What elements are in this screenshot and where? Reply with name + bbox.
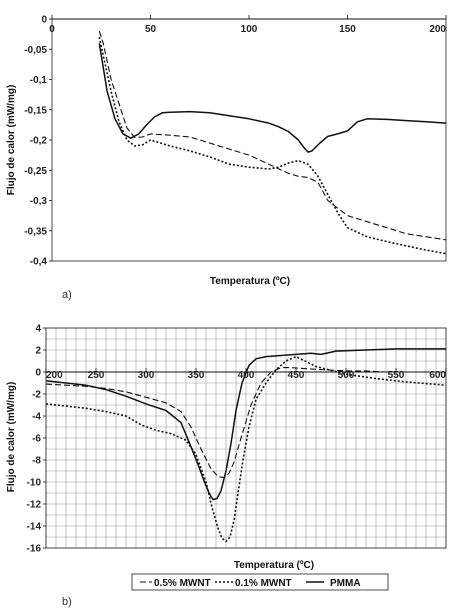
y-tick-label: -8 xyxy=(32,456,41,467)
a-y-axis-label: Flujo de calor (mW/mg) xyxy=(6,85,17,196)
plot-frame xyxy=(51,18,447,262)
y-tick-label: -4 xyxy=(32,412,41,423)
y-tick-label: -10 xyxy=(27,478,42,489)
y-tick-label: -16 xyxy=(27,544,42,555)
x-tick-label: 0 xyxy=(49,24,55,35)
y-tick-label: 0 xyxy=(41,15,47,26)
series-line-0-5-mwnt xyxy=(46,367,446,479)
y-tick-label: -0,35 xyxy=(24,226,47,237)
x-tick-label: 200 xyxy=(46,370,63,381)
legend: 0.5% MWNT 0.1% MWNT PMMA xyxy=(131,573,389,591)
x-tick-label: 150 xyxy=(339,24,356,35)
y-tick-label: -12 xyxy=(27,500,42,511)
b-panel-label: b) xyxy=(62,596,72,608)
series-line-dotted xyxy=(98,36,446,255)
x-tick-label: 450 xyxy=(288,370,305,381)
y-tick-label: -6 xyxy=(32,434,41,445)
a-panel-label: a) xyxy=(62,289,72,301)
y-tick-label: 4 xyxy=(35,324,41,335)
y-tick-label: -0,15 xyxy=(24,105,47,116)
x-tick-label: 500 xyxy=(338,370,355,381)
a-x-axis-label: Temperatura (ºC) xyxy=(210,276,290,287)
series-line-dashed xyxy=(98,30,446,241)
x-tick-label: 550 xyxy=(388,370,405,381)
series-line-pmma xyxy=(46,348,446,501)
y-tick-label: -2 xyxy=(32,390,41,401)
series-line-solid xyxy=(98,43,446,153)
y-tick-label: -0,2 xyxy=(30,136,48,147)
y-tick-label: -0,3 xyxy=(30,196,48,207)
chart-b: Flujo de calor (mW/mg) Temperatura (ºC) … xyxy=(6,324,446,609)
grid xyxy=(45,327,447,549)
x-tick-label: 400 xyxy=(238,370,255,381)
legend-box xyxy=(131,573,389,591)
y-tick-label: -0,4 xyxy=(30,257,48,268)
y-tick-label: -0,05 xyxy=(24,45,47,56)
x-tick-label: 100 xyxy=(241,24,258,35)
legend-label: PMMA xyxy=(330,578,361,589)
x-tick-label: 250 xyxy=(88,370,105,381)
x-tick-label: 200 xyxy=(429,24,446,35)
y-tick-label: -0,1 xyxy=(30,75,48,86)
x-tick-label: 600 xyxy=(429,370,446,381)
b-y-axis-label: Flujo de calor (mW/mg) xyxy=(6,382,17,493)
x-tick-label: 50 xyxy=(145,24,157,35)
legend-label: 0.5% MWNT xyxy=(154,578,211,589)
b-x-axis-label: Temperatura (ºC) xyxy=(234,560,314,571)
x-tick-label: 350 xyxy=(188,370,205,381)
y-tick-label: 0 xyxy=(35,368,41,379)
x-tick-label: 300 xyxy=(138,370,155,381)
legend-label: 0.1% MWNT xyxy=(235,578,292,589)
y-tick-label: 2 xyxy=(35,346,41,357)
y-tick-label: -0,25 xyxy=(24,166,47,177)
chart-a: Flujo de calor (mW/mg) Temperatura (ºC) … xyxy=(6,15,446,302)
y-tick-label: -14 xyxy=(27,522,42,533)
